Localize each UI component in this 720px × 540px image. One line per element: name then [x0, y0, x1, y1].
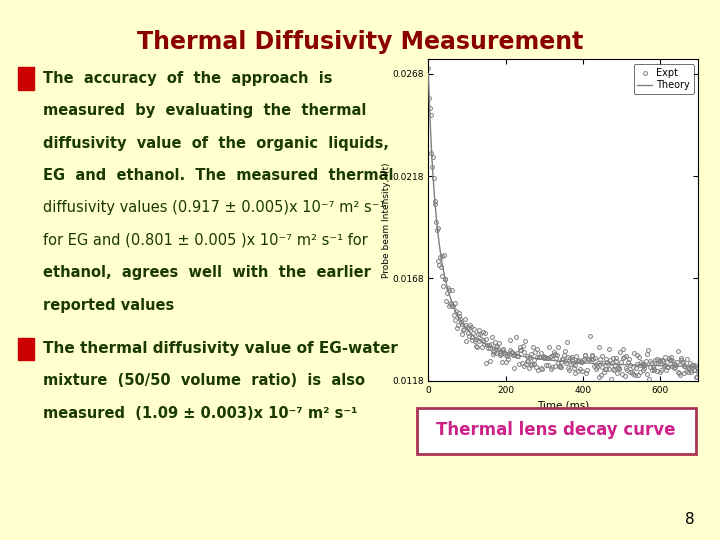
Text: Thermal Diffusivity Measurement: Thermal Diffusivity Measurement — [137, 30, 583, 53]
Expt — [691, 361, 700, 368]
Text: The  accuracy  of  the  approach  is: The accuracy of the approach is — [43, 71, 333, 86]
Text: diffusivity  value  of  the  organic  liquids,: diffusivity value of the organic liquids… — [43, 136, 390, 151]
Expt — [694, 364, 703, 371]
Text: reported values: reported values — [43, 298, 174, 313]
Theory — [694, 363, 703, 370]
Bar — [18, 68, 34, 90]
Bar — [18, 338, 34, 360]
Text: 8: 8 — [685, 511, 695, 526]
Expt — [568, 355, 577, 362]
Expt — [683, 364, 692, 370]
Text: for EG and (0.801 ± 0.005 )x 10⁻⁷ m² s⁻¹ for: for EG and (0.801 ± 0.005 )x 10⁻⁷ m² s⁻¹… — [43, 233, 368, 248]
Text: EG  and  ethanol.  The  measured  thermal: EG and ethanol. The measured thermal — [43, 168, 394, 183]
Line: Expt: Expt — [426, 66, 701, 390]
Text: diffusivity values (0.917 ± 0.005)x 10⁻⁷ m² s⁻¹: diffusivity values (0.917 ± 0.005)x 10⁻⁷… — [43, 200, 386, 215]
Text: measured  (1.09 ± 0.003)x 10⁻⁷ m² s⁻¹: measured (1.09 ± 0.003)x 10⁻⁷ m² s⁻¹ — [43, 406, 358, 421]
Y-axis label: Probe beam Intensity, I(t): Probe beam Intensity, I(t) — [382, 163, 390, 278]
FancyBboxPatch shape — [417, 408, 696, 454]
Expt — [583, 356, 592, 362]
Expt — [627, 385, 636, 392]
Expt — [549, 352, 557, 358]
Theory — [510, 351, 518, 357]
Theory — [424, 71, 433, 77]
Theory — [634, 362, 643, 368]
Expt — [496, 350, 505, 356]
Text: ethanol,  agrees  well  with  the  earlier: ethanol, agrees well with the earlier — [43, 265, 371, 280]
Text: measured  by  evaluating  the  thermal: measured by evaluating the thermal — [43, 103, 366, 118]
Text: The thermal diffusivity value of EG-water: The thermal diffusivity value of EG-wate… — [43, 341, 398, 356]
Theory — [601, 361, 610, 367]
Expt — [424, 64, 433, 71]
Theory — [500, 349, 509, 355]
Text: mixture  (50/50  volume  ratio)  is  also: mixture (50/50 volume ratio) is also — [43, 373, 365, 388]
Theory — [490, 345, 499, 352]
Line: Theory: Theory — [428, 74, 698, 367]
X-axis label: Time (ms): Time (ms) — [537, 400, 590, 410]
Theory — [667, 363, 676, 369]
Legend: Expt, Theory: Expt, Theory — [634, 64, 693, 94]
Text: Thermal lens decay curve: Thermal lens decay curve — [436, 421, 676, 438]
